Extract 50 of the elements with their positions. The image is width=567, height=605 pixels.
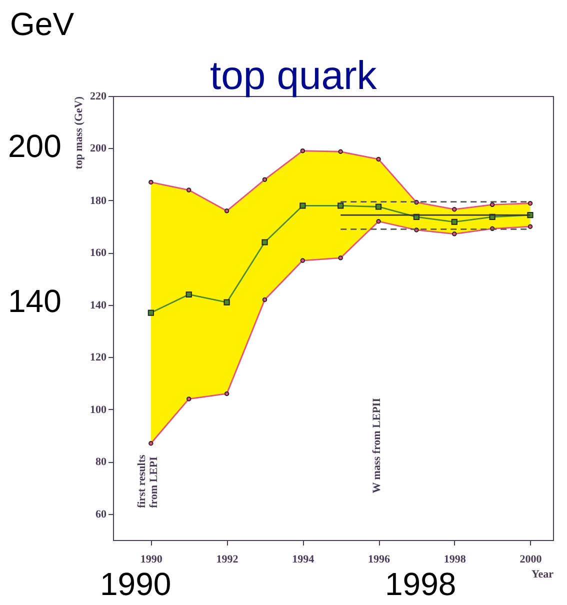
- x-axis-title: Year: [532, 568, 554, 580]
- chart-title: top quark: [210, 54, 377, 98]
- y-tick-label: 180: [90, 194, 107, 207]
- x-tick-label: 1996: [368, 554, 391, 566]
- annotation: W mass from LEPII: [371, 398, 384, 494]
- point: [528, 200, 533, 206]
- y-tick-label: 140: [90, 299, 107, 312]
- point: [375, 204, 382, 210]
- point: [300, 258, 306, 263]
- point: [376, 156, 381, 162]
- point: [224, 391, 230, 396]
- point: [376, 218, 381, 224]
- point: [262, 297, 268, 302]
- point: [338, 202, 344, 209]
- annotation: first results from LEPI: [136, 454, 160, 508]
- point: [452, 206, 457, 212]
- point: [224, 299, 230, 306]
- y-tick-label: 100: [90, 404, 107, 416]
- y-tick-label: 160: [90, 247, 107, 260]
- point: [186, 291, 192, 298]
- y-tick-label: 80: [96, 456, 107, 468]
- point: [262, 177, 268, 182]
- point: [224, 208, 230, 214]
- point: [338, 256, 343, 260]
- point: [452, 232, 457, 236]
- point: [451, 218, 458, 225]
- x-tick-label: 1990: [140, 554, 163, 566]
- point: [148, 310, 154, 316]
- point: [148, 440, 154, 446]
- y-tick-label: 200: [90, 142, 107, 155]
- point: [186, 188, 192, 192]
- y-tick-label: 120: [90, 352, 107, 364]
- y-tick-label: 60: [96, 508, 107, 520]
- point: [262, 239, 268, 246]
- point: [300, 148, 306, 154]
- point: [186, 396, 192, 402]
- x-tick-label: 1998: [444, 554, 466, 566]
- point: [300, 202, 306, 209]
- x-tick-label: 1994: [292, 554, 315, 566]
- point: [338, 149, 343, 154]
- x-tick-label: 2000: [520, 554, 542, 566]
- x-tick-label: 1992: [216, 554, 239, 566]
- point: [528, 224, 533, 229]
- text: GeV: [10, 6, 74, 42]
- y-axis-title: top mass (GeV): [73, 96, 85, 170]
- point: [148, 180, 154, 185]
- y-tick-label: 220: [90, 90, 107, 102]
- text: 200: [8, 128, 62, 164]
- text: 140: [8, 283, 62, 319]
- point: [490, 202, 495, 208]
